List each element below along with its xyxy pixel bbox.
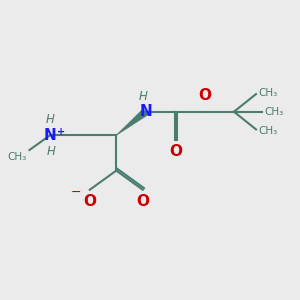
Text: N: N [44,128,56,143]
Text: O: O [169,144,182,159]
Text: H: H [47,145,56,158]
Text: CH₃: CH₃ [264,107,284,117]
Polygon shape [116,109,148,135]
Text: N: N [139,104,152,119]
Text: CH₃: CH₃ [8,152,27,162]
Text: O: O [83,194,96,209]
Text: H: H [138,91,147,103]
Text: −: − [71,186,82,199]
Text: H: H [46,113,55,126]
Text: +: + [56,127,64,137]
Text: O: O [198,88,211,104]
Text: CH₃: CH₃ [258,88,278,98]
Text: O: O [136,194,149,209]
Text: CH₃: CH₃ [258,126,278,136]
